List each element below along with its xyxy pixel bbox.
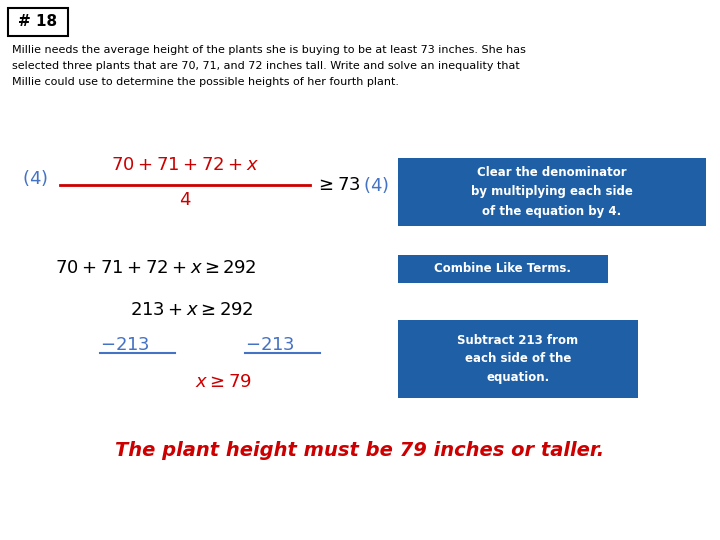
FancyBboxPatch shape xyxy=(398,158,706,226)
Text: Clear the denominator
by multiplying each side
of the equation by 4.: Clear the denominator by multiplying eac… xyxy=(471,166,633,218)
FancyBboxPatch shape xyxy=(398,255,608,283)
Text: $\geq 73$: $\geq 73$ xyxy=(315,176,361,194)
Text: $(4)$: $(4)$ xyxy=(363,175,389,195)
Text: $-213$: $-213$ xyxy=(245,336,295,354)
Text: Millie could use to determine the possible heights of her fourth plant.: Millie could use to determine the possib… xyxy=(12,77,399,87)
Text: $4$: $4$ xyxy=(179,191,192,209)
Text: $70 + 71 + 72 + x$: $70 + 71 + 72 + x$ xyxy=(111,156,259,174)
Text: The plant height must be 79 inches or taller.: The plant height must be 79 inches or ta… xyxy=(115,441,605,460)
Text: Millie needs the average height of the plants she is buying to be at least 73 in: Millie needs the average height of the p… xyxy=(12,45,526,55)
Text: Combine Like Terms.: Combine Like Terms. xyxy=(434,262,572,275)
Text: $70 + 71 + 72 + x \geq 292$: $70 + 71 + 72 + x \geq 292$ xyxy=(55,259,256,277)
Text: $-213$: $-213$ xyxy=(100,336,150,354)
Text: selected three plants that are 70, 71, and 72 inches tall. Write and solve an in: selected three plants that are 70, 71, a… xyxy=(12,61,520,71)
Text: # 18: # 18 xyxy=(19,15,58,30)
FancyBboxPatch shape xyxy=(8,8,68,36)
Text: $213 + x \geq 292$: $213 + x \geq 292$ xyxy=(130,301,253,319)
Text: Subtract 213 from
each side of the
equation.: Subtract 213 from each side of the equat… xyxy=(457,334,579,384)
Text: $(4)$: $(4)$ xyxy=(22,168,48,188)
FancyBboxPatch shape xyxy=(398,320,638,398)
Text: $x \geq 79$: $x \geq 79$ xyxy=(195,373,252,391)
